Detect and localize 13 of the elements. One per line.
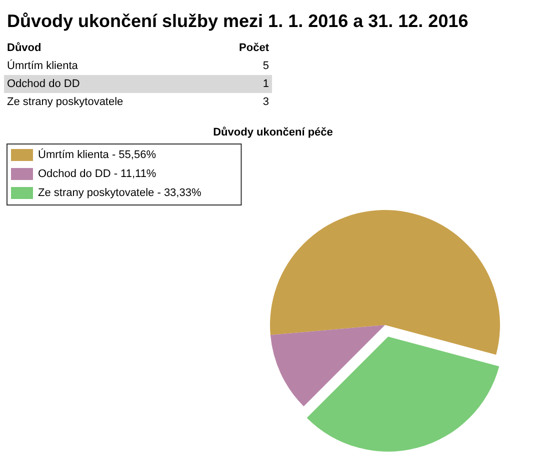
text: Důvody ukončení služby mezi 1. 1. 2016 a 31. 12. 2016 [6,10,470,33]
legend-label: Ze strany poskytovatele - 33,33% [38,187,202,199]
legend-label: Úmrtím klienta - 55,56% [38,148,156,161]
category-label: Ze strany poskytovatele [6,95,124,110]
chart-title: Důvody ukončení péče [213,126,333,138]
legend-label: Odchod do DD - 11,11% [38,168,156,180]
category-label: Odchod do DD [4,75,212,93]
data-label: 5 [262,59,270,74]
category-label: Úmrtím klienta [6,58,79,74]
text: Počet [238,41,270,56]
text: Důvod [6,41,42,56]
data-label: 1 [211,75,272,93]
data-label: 3 [262,95,270,110]
